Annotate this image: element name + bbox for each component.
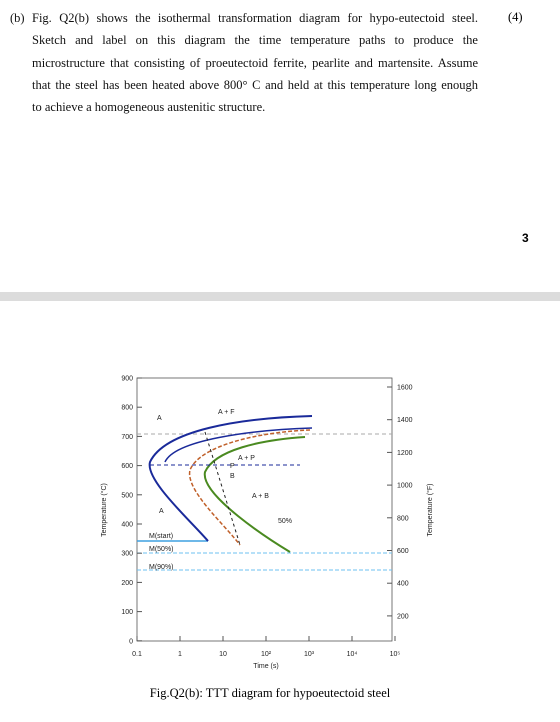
y-left-tick-label: 400 — [121, 522, 133, 529]
region-label: B — [230, 473, 235, 480]
y-right-tick-label: 1200 — [397, 450, 413, 457]
x-tick-label: 10² — [261, 651, 272, 658]
region-label: A + P — [238, 455, 255, 462]
question-line: to achieve a homogeneous austenitic stru… — [32, 100, 266, 115]
region-label: A + F — [218, 409, 235, 416]
x-tick-label: 10 — [219, 651, 227, 658]
y-left-tick-label: 700 — [121, 434, 133, 441]
page-number: 3 — [522, 231, 529, 245]
ferrite-start-curve — [148, 415, 313, 542]
x-tick-label: 10⁴ — [347, 651, 358, 658]
question-line: (b) Fig. Q2(b) shows the isothermal tran… — [10, 11, 478, 25]
x-tick-label: 10⁵ — [390, 651, 401, 658]
y-left-tick-label: 800 — [121, 405, 133, 412]
plot-frame — [136, 377, 393, 642]
y-left-tick-label: 900 — [121, 376, 133, 383]
y-right-tick-label: 1400 — [397, 417, 413, 424]
y-left-tick-label: 500 — [121, 492, 133, 499]
x-axis-label: Time (s) — [253, 663, 278, 670]
x-tick-label: 1 — [178, 651, 182, 658]
region-label: P — [230, 463, 235, 470]
question-line: Sketch and label on this diagram the tim… — [32, 33, 478, 48]
region-label: M(50%) — [149, 546, 174, 553]
region-label: 50% — [278, 518, 292, 525]
y-left-tick-label: 0 — [129, 638, 133, 645]
x-tick-label: 0.1 — [132, 651, 142, 658]
y-right-axis-label: Temperature (°F) — [426, 484, 434, 537]
pearlite-curve — [189, 429, 311, 546]
question-line: that the steel has been heated above 800… — [32, 77, 478, 92]
y-right-tick-label: 200 — [397, 613, 409, 620]
y-right-tick-label: 800 — [397, 515, 409, 522]
finish-curve — [203, 436, 306, 553]
question-line: microstructure that consisting of proeut… — [32, 55, 478, 70]
x-tick-label: 10³ — [304, 651, 315, 658]
y-left-tick-label: 600 — [121, 463, 133, 470]
region-label: A + B — [252, 493, 269, 500]
region-label: M(90%) — [149, 564, 174, 571]
y-left-axis-label: Temperature (°C) — [100, 483, 108, 537]
page-separator — [0, 292, 560, 301]
region-label: A — [159, 508, 164, 515]
y-right-tick-label: 1000 — [397, 483, 413, 490]
y-right-tick-label: 400 — [397, 581, 409, 588]
y-right-tick-label: 600 — [397, 548, 409, 555]
region-label: A — [157, 415, 162, 422]
y-right-tick-label: 1600 — [397, 385, 413, 392]
y-left-tick-label: 300 — [121, 551, 133, 558]
cooling-path — [204, 431, 241, 546]
caption: Fig.Q2(b): TTT diagram for hypoeutectoid… — [149, 686, 391, 700]
y-left-tick-label: 100 — [121, 609, 133, 616]
marks: (4) — [508, 10, 523, 24]
pearlite-start-curve — [164, 427, 313, 463]
y-left-tick-label: 200 — [121, 580, 133, 587]
region-label: M(start) — [149, 533, 173, 540]
